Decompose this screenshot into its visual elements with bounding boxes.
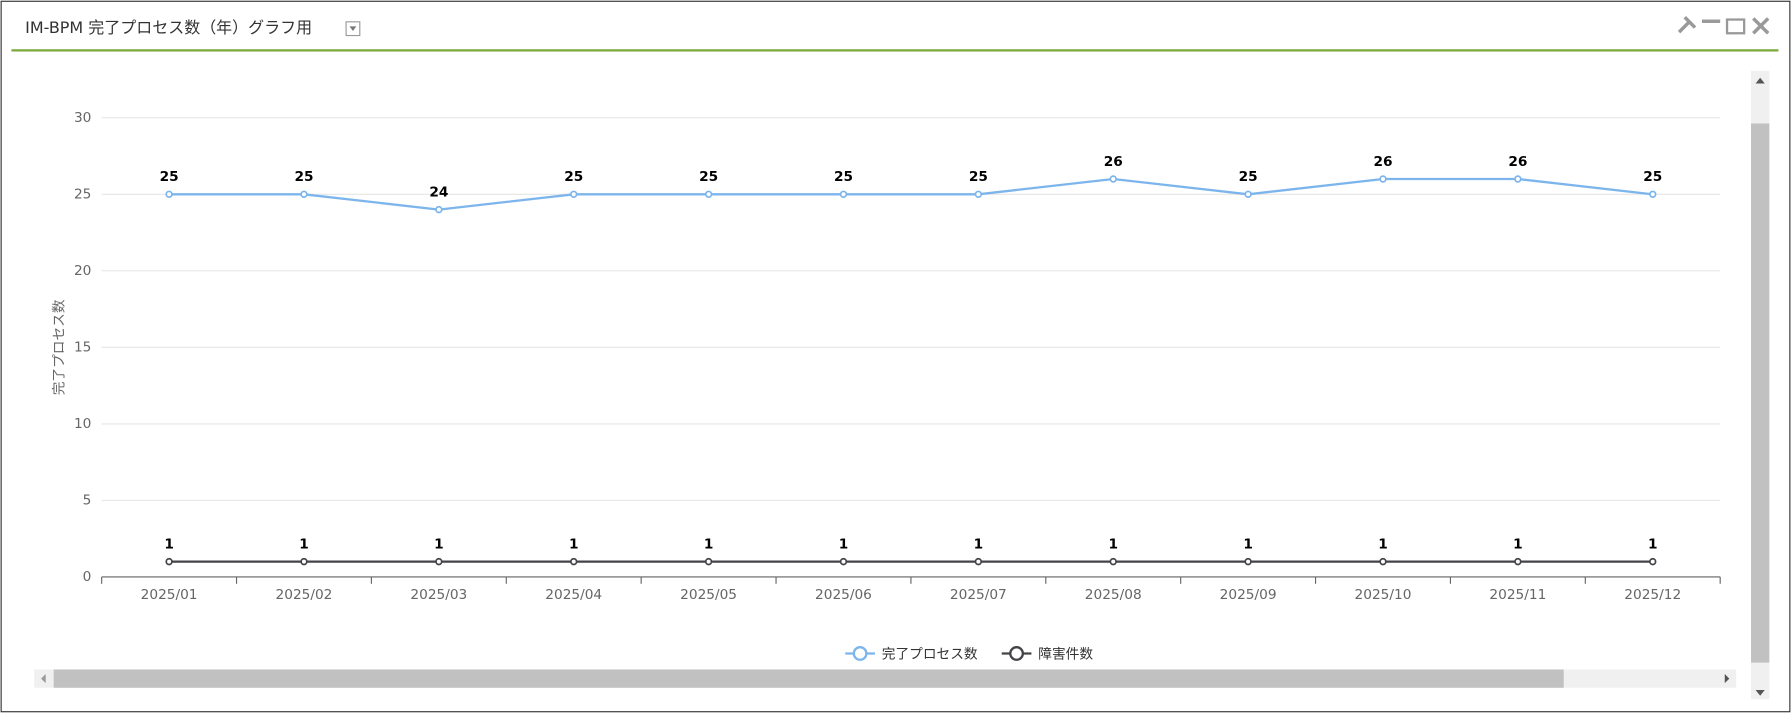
data-label: 25 (969, 169, 988, 185)
x-tick-label: 2025/07 (950, 587, 1007, 603)
point-marker (974, 557, 983, 566)
point-marker (435, 557, 443, 566)
data-label: 1 (434, 537, 444, 553)
x-tick-label: 2025/06 (815, 587, 872, 603)
scroll-up[interactable] (1755, 77, 1765, 84)
x-tick-label: 2025/11 (1489, 587, 1546, 603)
pin-icon[interactable] (1677, 16, 1697, 34)
horizontal-scrollbar[interactable] (34, 669, 1737, 688)
title-menu[interactable] (345, 21, 361, 37)
data-label: 25 (1643, 169, 1662, 185)
data-label: 24 (429, 184, 448, 200)
data-label: 1 (1513, 537, 1523, 553)
data-label: 1 (1648, 537, 1658, 553)
point-marker (1109, 175, 1117, 183)
data-label: 1 (299, 537, 309, 553)
legend-label: 完了プロセス数 (882, 647, 978, 663)
point-marker (1514, 557, 1522, 566)
x-tick-label: 2025/04 (545, 587, 602, 603)
scroll-thumb[interactable] (53, 669, 1564, 688)
data-label: 1 (704, 537, 714, 553)
window-controls (1677, 16, 1770, 35)
point-marker (1514, 175, 1522, 183)
point-marker (570, 557, 578, 566)
legend-marker (852, 646, 868, 661)
x-tick-label: 2025/03 (410, 587, 467, 603)
point-marker (704, 557, 713, 566)
point-marker (1109, 557, 1117, 566)
plot: 0 5 10 15 20 25 30 完了プロセス数 2025/01 2025/02 2025/03… (51, 110, 1721, 663)
legend-label: 障害件数 (1038, 647, 1093, 663)
y-tick-label: 25 (74, 186, 91, 202)
data-label: 1 (839, 537, 849, 553)
data-label: 26 (1373, 154, 1392, 170)
legend-marker (1009, 646, 1024, 661)
data-label: 1 (569, 537, 579, 553)
y-axis-label: 完了プロセス数 (51, 299, 67, 395)
legend-item[interactable]: 完了プロセス数 (845, 646, 978, 663)
scroll-thumb[interactable] (1751, 123, 1770, 663)
data-label: 25 (160, 169, 179, 185)
point-marker (435, 205, 443, 214)
y-tick-label: 20 (74, 263, 91, 279)
y-tick-label: 30 (74, 110, 91, 126)
point-marker (974, 190, 983, 199)
y-tick-label: 10 (74, 416, 91, 432)
close-icon[interactable] (1752, 17, 1770, 35)
maximize-icon[interactable] (1725, 18, 1746, 35)
y-tick-label: 5 (83, 492, 92, 508)
x-tick-label: 2025/12 (1624, 587, 1681, 603)
data-label: 25 (294, 169, 313, 185)
point-marker (165, 190, 173, 199)
y-tick-label: 0 (83, 569, 92, 585)
data-label: 25 (834, 169, 853, 185)
point-marker (839, 190, 848, 199)
data-label: 1 (164, 537, 174, 553)
data-label: 26 (1104, 154, 1123, 170)
data-label: 1 (1108, 537, 1118, 553)
legend-item[interactable]: 障害件数 (1001, 646, 1094, 663)
scroll-down[interactable] (1755, 690, 1765, 696)
point-marker (300, 557, 308, 566)
point-marker (704, 190, 713, 199)
minimize-icon[interactable] (1701, 19, 1721, 23)
point-marker (300, 190, 308, 199)
data-label: 25 (564, 169, 583, 185)
point-marker (1649, 557, 1657, 566)
x-tick-label: 2025/09 (1220, 587, 1277, 603)
data-label: 1 (1243, 537, 1253, 553)
y-tick-label: 15 (74, 339, 91, 355)
data-label: 1 (974, 537, 984, 553)
point-marker (1379, 557, 1387, 566)
data-label: 25 (699, 169, 718, 185)
data-label: 25 (1239, 169, 1258, 185)
scroll-right[interactable] (1724, 674, 1730, 684)
data-label: 1 (1378, 537, 1388, 553)
point-marker (1244, 190, 1252, 199)
x-tick-label: 2025/01 (141, 587, 198, 603)
data-label: 26 (1508, 154, 1527, 170)
point-marker (165, 557, 173, 566)
vertical-scrollbar[interactable] (1751, 70, 1770, 700)
dropdown-arrow (349, 26, 357, 31)
series-line (169, 177, 1653, 211)
point-marker (839, 557, 848, 566)
x-tick-label: 2025/08 (1085, 587, 1142, 603)
x-tick-label: 2025/05 (680, 587, 737, 603)
x-tick-label: 2025/02 (276, 587, 333, 603)
point-marker (1649, 190, 1657, 199)
point-marker (570, 190, 578, 199)
scroll-left[interactable] (41, 674, 46, 684)
panel-title: IM-BPM 完了プロセス数（年）グラフ用 (25, 18, 312, 37)
point-marker (1244, 557, 1252, 566)
x-tick-label: 2025/10 (1355, 587, 1412, 603)
point-marker (1379, 175, 1387, 183)
